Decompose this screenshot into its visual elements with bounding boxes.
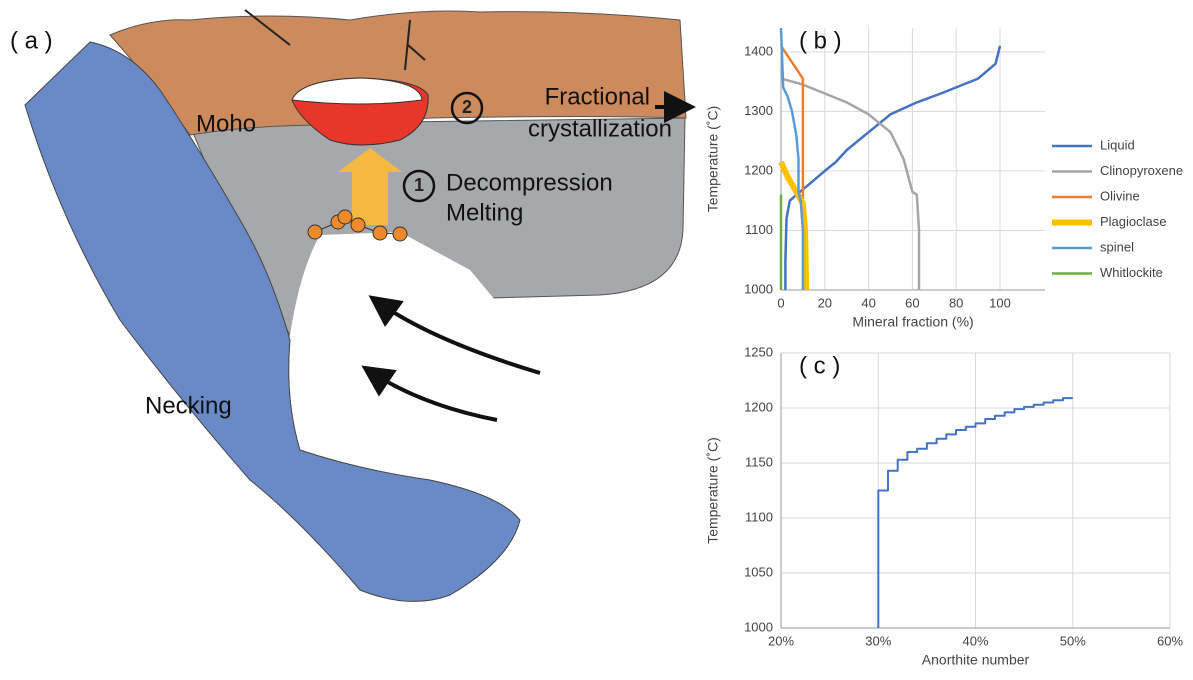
- data-line: [781, 28, 803, 290]
- x-tick-label: 60: [905, 295, 919, 310]
- fractional-label: crystallization: [528, 115, 672, 142]
- moho-label: Moho: [196, 110, 256, 137]
- y-tick-label: 1000: [744, 281, 773, 296]
- chart-title: ( b ): [799, 27, 842, 54]
- x-tick-label: 50%: [1060, 633, 1086, 648]
- decompression-label: Melting: [446, 199, 523, 226]
- y-tick-label: 1100: [745, 222, 773, 237]
- legend-label: Whitlockite: [1100, 265, 1163, 280]
- necking-label: Necking: [145, 392, 232, 419]
- chart-title: ( c ): [799, 352, 840, 379]
- x-tick-label: 40%: [962, 633, 988, 648]
- y-tick-label: 1250: [744, 344, 773, 359]
- step-number: 2: [462, 97, 472, 117]
- legend-label: Plagioclase: [1100, 214, 1167, 229]
- x-tick-label: 60%: [1157, 633, 1183, 648]
- x-tick-label: 100: [989, 295, 1011, 310]
- y-tick-label: 1050: [744, 564, 773, 579]
- x-tick-label: 0: [777, 295, 784, 310]
- legend-label: Liquid: [1100, 137, 1135, 152]
- x-axis-label: Anorthite number: [922, 652, 1030, 668]
- y-tick-label: 1200: [744, 399, 773, 414]
- x-tick-label: 80: [949, 295, 963, 310]
- x-tick-label: 20: [818, 295, 832, 310]
- panel-label: ( a ): [10, 27, 53, 54]
- x-tick-label: 30%: [865, 633, 891, 648]
- x-axis-label: Mineral fraction (%): [852, 314, 973, 330]
- decompression-label: Decompression: [446, 169, 613, 196]
- data-line: [785, 46, 1000, 290]
- y-axis-label: Temperature (˚C): [705, 106, 721, 213]
- y-tick-label: 1100: [745, 509, 773, 524]
- legend-label: spinel: [1100, 239, 1134, 254]
- y-tick-label: 1200: [744, 162, 773, 177]
- y-tick-label: 1150: [745, 454, 773, 469]
- x-tick-label: 20%: [768, 633, 794, 648]
- y-tick-label: 1400: [744, 43, 773, 58]
- legend-label: Clinopyroxene: [1100, 163, 1183, 178]
- panel-a: ( a ) Moho 2 1 Fractional crystallizatio…: [10, 10, 688, 601]
- legend-label: Olivine: [1100, 188, 1140, 203]
- figure: ( a ) Moho 2 1 Fractional crystallizatio…: [0, 0, 1193, 680]
- y-tick-label: 1000: [744, 619, 773, 634]
- fractional-label: Fractional: [545, 83, 650, 110]
- y-tick-label: 1300: [744, 103, 773, 118]
- x-tick-label: 40: [861, 295, 875, 310]
- step-number: 1: [414, 175, 424, 195]
- y-axis-label: Temperature (˚C): [705, 437, 721, 544]
